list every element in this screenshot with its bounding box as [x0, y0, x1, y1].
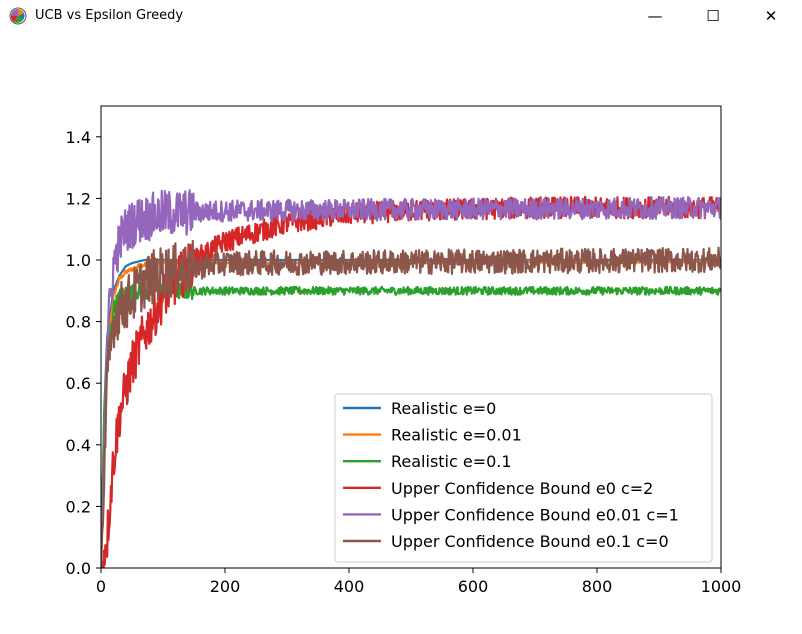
- maximize-button[interactable]: ☐: [706, 7, 720, 25]
- series-line-5: [101, 239, 721, 568]
- legend-label: Realistic e=0: [391, 399, 496, 418]
- plot-frame: [100, 105, 722, 569]
- y-tick-label: 0.6: [66, 374, 91, 393]
- series-line-3: [101, 195, 721, 568]
- y-tick-label: 0.8: [66, 313, 91, 332]
- y-tick-label: 1.4: [66, 128, 91, 147]
- y-tick-label: 0.4: [66, 436, 91, 455]
- legend-label: Upper Confidence Bound e0.01 c=1: [391, 505, 679, 524]
- close-button[interactable]: ✕: [764, 7, 778, 25]
- x-tick-label: 400: [334, 577, 365, 596]
- window-title: UCB vs Epsilon Greedy: [35, 8, 184, 23]
- series-line-2: [101, 281, 721, 568]
- x-tick-label: 1000: [701, 577, 742, 596]
- minimize-button[interactable]: —: [647, 7, 663, 25]
- y-tick-label: 0.2: [66, 497, 91, 516]
- legend-box: [334, 393, 713, 563]
- x-tick-label: 800: [582, 577, 613, 596]
- title-bar: UCB vs Epsilon Greedy — ☐ ✕: [0, 0, 802, 32]
- y-tick-label: 1.0: [66, 251, 91, 270]
- legend-label: Upper Confidence Bound e0 c=2: [391, 479, 653, 498]
- matplotlib-icon: [9, 7, 27, 25]
- line-chart: 0 200 400 600 800 1000 0.0 0.2 0.4 0.6 0.8 1.0 1.2 1.…: [66, 105, 742, 596]
- legend-label: Upper Confidence Bound e0.1 c=0: [391, 532, 669, 551]
- x-tick-label: 0: [96, 577, 106, 596]
- x-tick-label: 600: [458, 577, 489, 596]
- x-tick-label: 200: [210, 577, 241, 596]
- y-tick-label: 1.2: [66, 189, 91, 208]
- legend-label: Realistic e=0.01: [391, 426, 522, 445]
- y-tick-label: 0.0: [66, 559, 91, 578]
- series-line-4: [101, 189, 721, 568]
- legend-label: Realistic e=0.1: [391, 452, 512, 471]
